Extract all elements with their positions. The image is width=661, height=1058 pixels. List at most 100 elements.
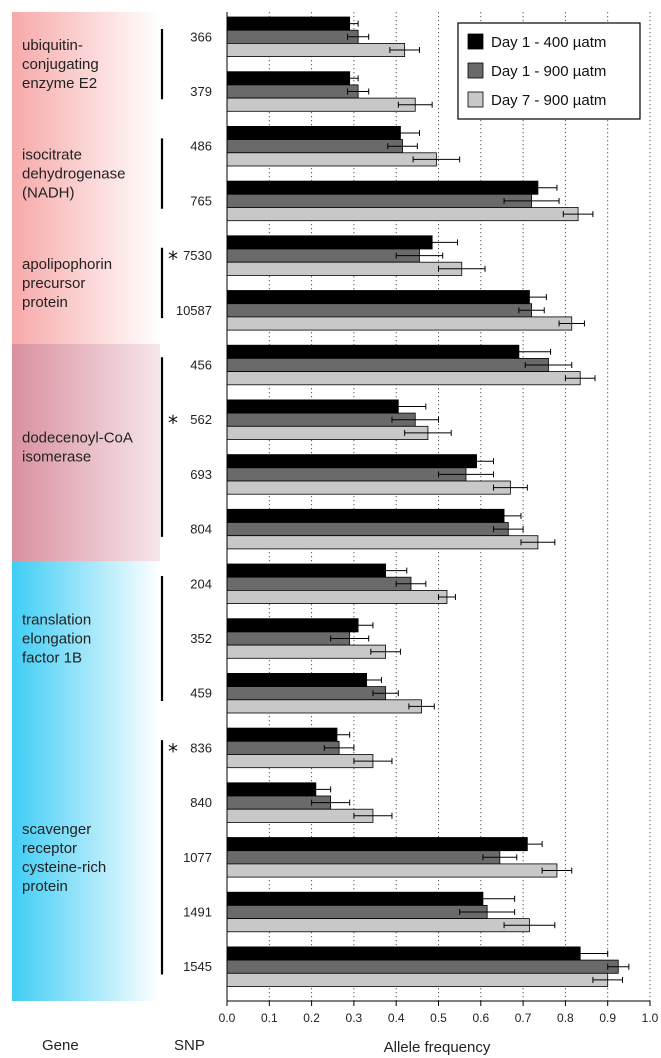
x-tick-label: 0.2 <box>303 1011 320 1025</box>
x-tick-label: 0.4 <box>388 1011 405 1025</box>
bar <box>226 126 401 141</box>
gene-column-header: Gene <box>42 1037 79 1054</box>
bar <box>226 193 532 208</box>
snp-column-header: SNP <box>174 1037 205 1054</box>
bar <box>226 480 511 495</box>
gene-band-cyan <box>12 561 160 1001</box>
bar <box>226 618 359 633</box>
bar <box>226 97 416 112</box>
bar <box>226 644 387 659</box>
legend-label-0: Day 1 - 400 µatm <box>491 34 606 51</box>
gene-label: apolipophorin precursor protein <box>22 256 112 311</box>
bar <box>226 863 558 878</box>
gene-band-red <box>12 12 160 344</box>
significance-marker: * <box>168 247 178 271</box>
gene-label: translation elongation factor 1B <box>22 612 91 667</box>
snp-label: 486 <box>190 139 212 154</box>
bar <box>226 918 530 933</box>
x-tick-label: 0.0 <box>219 1011 236 1025</box>
snp-label: 456 <box>190 358 212 373</box>
bar <box>226 316 573 331</box>
bar <box>226 699 422 714</box>
bar <box>226 180 539 195</box>
bar <box>226 412 416 427</box>
bar <box>226 303 532 318</box>
bar <box>226 508 505 523</box>
bar <box>226 727 338 742</box>
grid-lines <box>268 12 651 1001</box>
snp-label: 693 <box>190 467 212 482</box>
bar <box>226 207 579 222</box>
legend-swatch-1 <box>467 62 484 79</box>
bar <box>226 454 477 469</box>
snp-label: 7530 <box>183 248 212 263</box>
bar <box>226 357 549 372</box>
bar <box>226 535 539 550</box>
gene-label: isocitrate dehydrogenase (NADH) <box>22 147 125 202</box>
bar <box>226 891 484 906</box>
bar <box>226 344 520 359</box>
bar <box>226 673 367 688</box>
x-tick-label: 0.1 <box>261 1011 278 1025</box>
x-axis: 0.0 0.1 0.2 0.3 0.4 0.5 0.6 0.7 0.8 0.9 1.0 <box>219 12 659 1025</box>
legend: Day 1 - 400 µatm Day 1 - 900 µatm Day 7 … <box>457 22 641 120</box>
bar <box>226 590 448 605</box>
snp-label: 1077 <box>183 850 212 865</box>
bar <box>226 563 387 578</box>
bar <box>226 371 581 386</box>
bar <box>226 235 433 250</box>
bar <box>226 152 437 167</box>
significance-marker: * <box>168 739 178 763</box>
x-tick-label: 1.0 <box>642 1011 659 1025</box>
snp-label: 836 <box>190 740 212 755</box>
bar <box>226 522 509 537</box>
snp-label: 10587 <box>176 303 212 318</box>
snp-label: 459 <box>190 686 212 701</box>
bar <box>226 959 619 974</box>
x-tick-label: 0.3 <box>346 1011 363 1025</box>
snp-label: 1491 <box>183 905 212 920</box>
legend-label-1: Day 1 - 900 µatm <box>491 63 606 80</box>
legend-swatch-0 <box>467 33 484 50</box>
snp-label: 204 <box>190 576 212 591</box>
bar <box>226 84 359 99</box>
snp-label: 352 <box>190 631 212 646</box>
gene-label: scavenger receptor cysteine-rich protein <box>22 821 106 895</box>
snp-label: 804 <box>190 522 212 537</box>
bar <box>226 139 403 154</box>
bar <box>226 29 359 44</box>
bar <box>226 946 581 961</box>
gene-label: dodecenoyl-CoA isomerase <box>22 430 133 466</box>
bar <box>226 972 609 987</box>
x-tick-label: 0.5 <box>430 1011 447 1025</box>
significance-marker: * <box>168 411 178 435</box>
bars <box>226 16 630 987</box>
bar <box>226 248 420 263</box>
gene-label: ubiquitin-conjugating enzyme E2 <box>22 37 99 92</box>
snp-label: 840 <box>190 795 212 810</box>
bar <box>226 425 429 440</box>
legend-label-2: Day 7 - 900 µatm <box>491 92 606 109</box>
gene-band-mauve <box>12 344 160 561</box>
snp-label: 379 <box>190 84 212 99</box>
legend-swatch-2 <box>467 91 484 108</box>
bar <box>226 837 528 852</box>
bar <box>226 686 387 701</box>
bar <box>226 850 501 865</box>
x-tick-label: 0.7 <box>515 1011 532 1025</box>
bar <box>226 808 374 823</box>
snp-label: 366 <box>190 29 212 44</box>
bar <box>226 467 467 482</box>
snp-label: 1545 <box>183 959 212 974</box>
x-tick-label: 0.9 <box>599 1011 616 1025</box>
snp-label: 562 <box>190 412 212 427</box>
bar <box>226 905 488 920</box>
x-tick-label: 0.6 <box>472 1011 489 1025</box>
bar <box>226 290 530 305</box>
labels: 366 379 ubiquitin-conjugating enzyme E2 486 7… <box>22 29 212 975</box>
bar <box>226 576 412 591</box>
x-axis-title: Allele frequency <box>384 1039 491 1056</box>
bar <box>226 71 351 86</box>
bar <box>226 43 406 58</box>
